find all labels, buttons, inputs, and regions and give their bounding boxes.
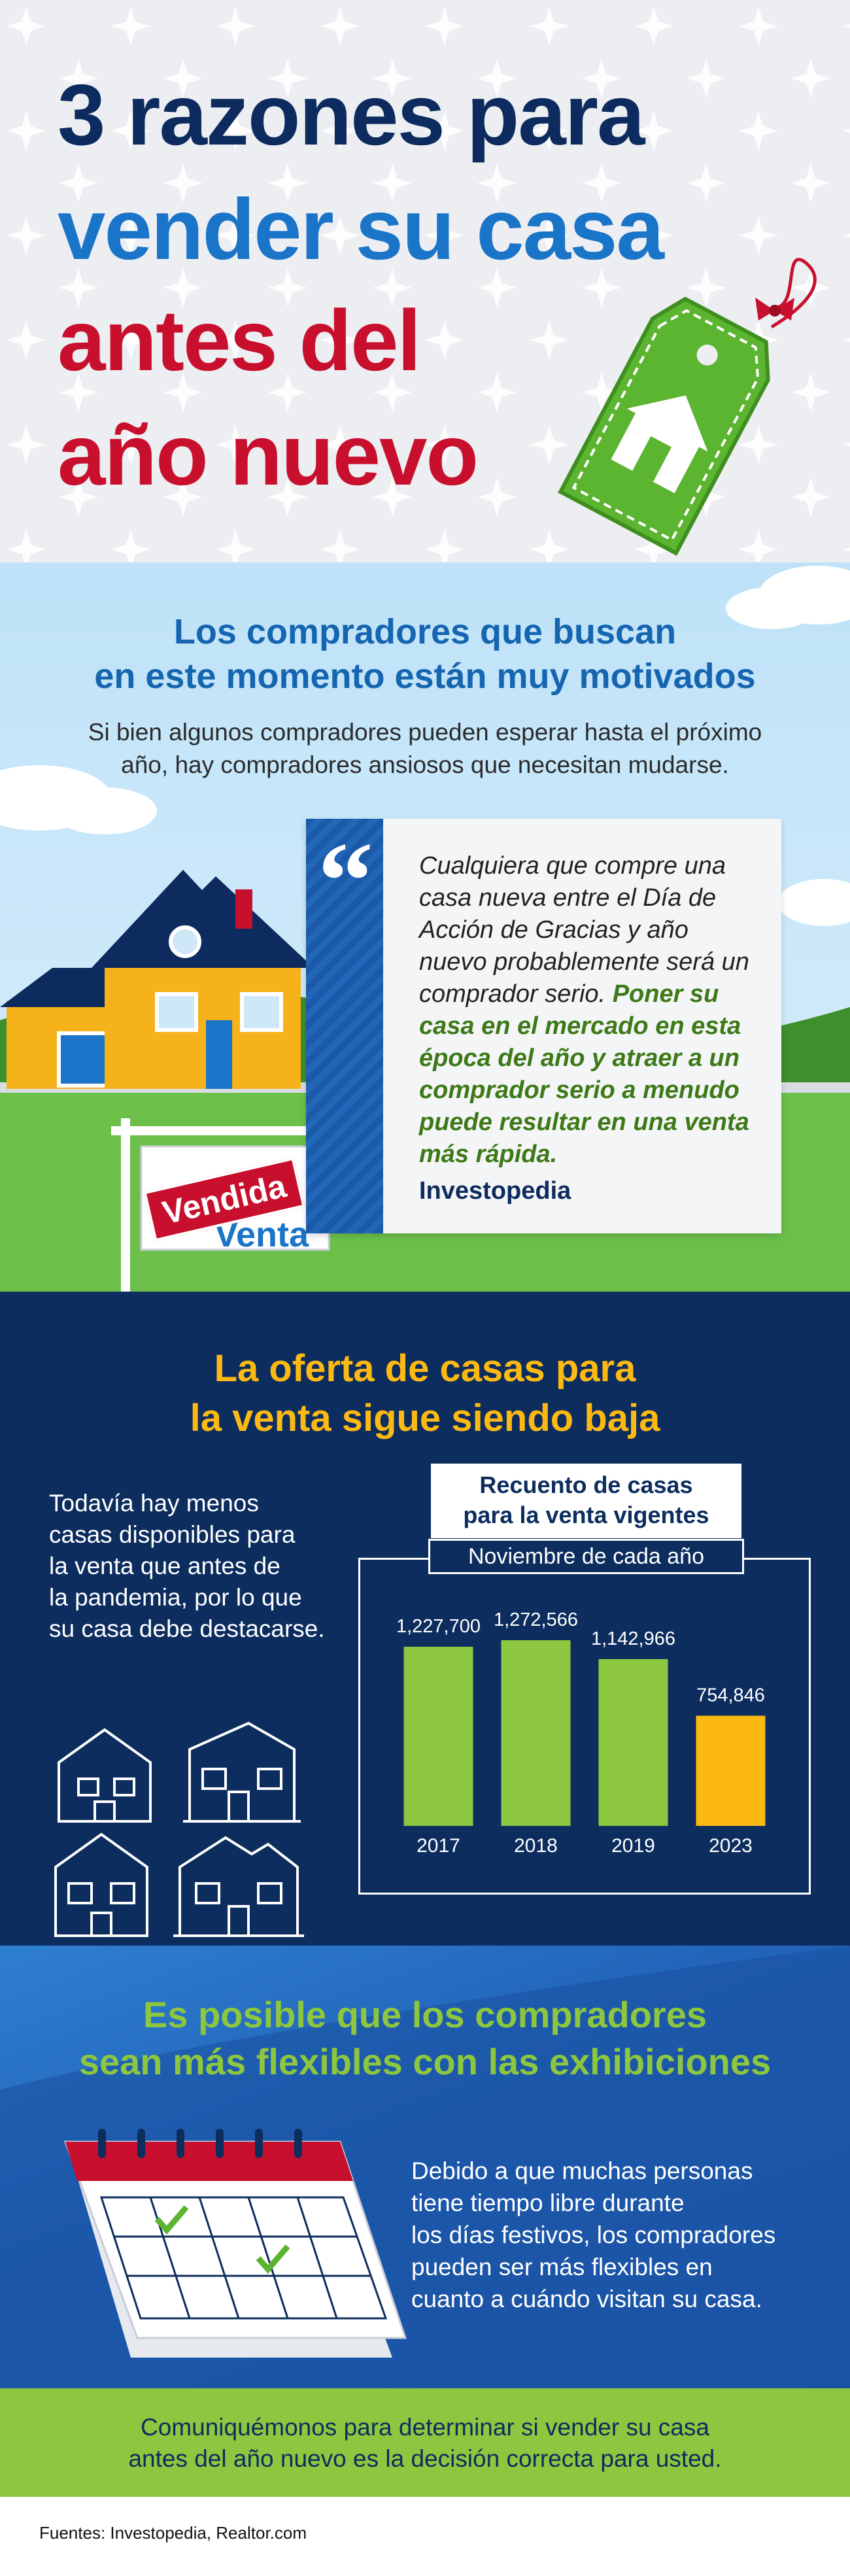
body-line: tiene tiempo libre durante [411, 2190, 685, 2216]
motivated-section: En Venta Vendida Los compradores que bus… [0, 562, 850, 1292]
body-line: su casa debe destacarse. [49, 1615, 325, 1642]
bow [755, 298, 794, 320]
section-heading: Los compradores que buscan en este momen… [0, 610, 850, 698]
title-line: 3 razones para [58, 67, 645, 163]
body-line: la pandemia, por lo que [49, 1584, 302, 1611]
section-body: Todavía hay menos casas disponibles para… [49, 1488, 325, 1645]
section-heading: Es posible que los compradores sean más … [0, 1991, 850, 2086]
body-line: Todavía hay menos [49, 1490, 259, 1517]
body-line: año, hay compradores ansiosos que necesi… [121, 751, 729, 778]
chart-title-line: para la venta vigentes [463, 1502, 709, 1528]
quote-stripe: “ [306, 819, 383, 1233]
quote-source: Investopedia [419, 1177, 571, 1205]
title-line: año nuevo [58, 407, 479, 503]
cta: Comuniquémonos para determinar si vender… [0, 2388, 850, 2497]
chart-title-line: Recuento de casas [479, 1471, 693, 1498]
title-line: vender su casa [58, 181, 664, 277]
body-line: Si bien algunos compradores pueden esper… [88, 719, 762, 746]
house-icons [54, 1721, 304, 1937]
heading-line: sean más flexibles con las exhibiciones [78, 2041, 772, 2082]
heading-line: La oferta de casas para [214, 1347, 636, 1390]
body-line: los días festivos, los compradores [411, 2222, 776, 2248]
title-line: antes del [58, 292, 421, 388]
body-line: casas disponibles para [49, 1521, 296, 1548]
heading-line: Es posible que los compradores [143, 1994, 707, 2035]
header-art [0, 0, 850, 562]
cta-line: antes del año nuevo es la decisión corre… [128, 2445, 722, 2472]
cta-line: Comuniquémonos para determinar si vender… [141, 2414, 709, 2441]
body-line: Debido a que muchas personas [411, 2157, 753, 2184]
heading-line: la venta sigue siendo baja [190, 1397, 660, 1439]
tag-string [770, 258, 817, 329]
calendar [0, 1946, 850, 2388]
flexible-section: Es posible que los compradores sean más … [0, 1946, 850, 2388]
chart-subtitle: Noviembre de cada año [428, 1539, 744, 1574]
body-line: pueden ser más flexibles en [411, 2254, 713, 2280]
house [0, 870, 314, 1089]
section-heading: La oferta de casas para la venta sigue s… [0, 1344, 850, 1443]
body-line: la venta que antes de [49, 1553, 280, 1579]
clouds [0, 566, 850, 926]
heading-line: Los compradores que buscan [173, 612, 677, 651]
body-line: cuanto a cuándo visitan su casa. [411, 2286, 762, 2312]
quote-plain: Cualquiera que compre una casa nueva ent… [419, 852, 749, 1008]
quote-text: Cualquiera que compre una casa nueva ent… [419, 850, 759, 1171]
supply-section: La oferta de casas para la venta sigue s… [0, 1292, 850, 1946]
tag [558, 296, 770, 556]
heading-line: en este momento están muy motivados [94, 657, 756, 696]
house-icon-group [54, 1721, 304, 1937]
quote-emphasis: Poner su casa en el mercado en esta époc… [419, 980, 749, 1168]
chart-title: Recuento de casas para la venta vigentes [431, 1464, 741, 1538]
section-body: Debido a que muchas personas tiene tiemp… [411, 2155, 775, 2315]
section-body: Si bien algunos compradores pueden esper… [0, 716, 850, 781]
quote-card: “ Cualquiera que compre una casa nueva e… [306, 819, 781, 1233]
chart-frame [358, 1558, 811, 1895]
header: 3 razones para vender su casa antes del … [0, 0, 850, 562]
sources: Fuentes: Investopedia, Realtor.com [39, 2523, 307, 2543]
